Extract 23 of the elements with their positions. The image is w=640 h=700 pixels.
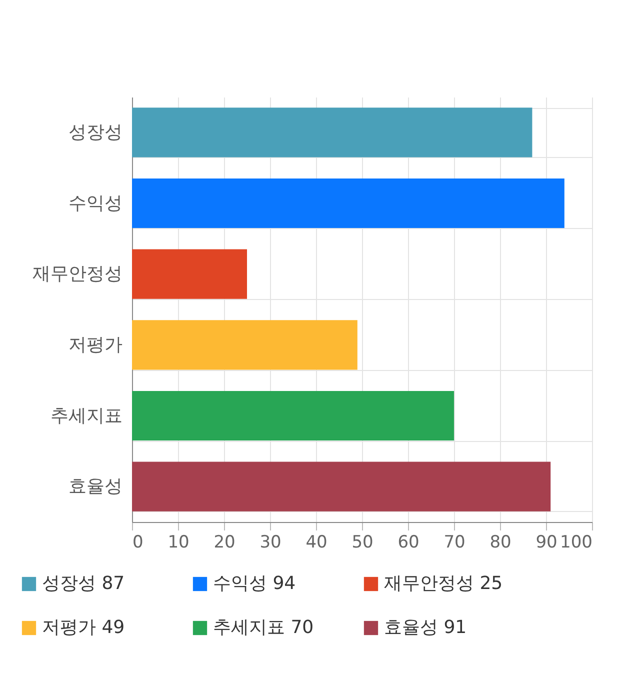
- x-tick-label: 90: [536, 532, 558, 552]
- x-tick-label: 0: [132, 532, 144, 552]
- x-tick-label: 10: [168, 532, 190, 552]
- legend-label: 효율성 91: [384, 617, 467, 638]
- y-tick-label: 저평가: [68, 334, 122, 356]
- x-tick-label: 100: [560, 532, 592, 552]
- legend-label: 수익성 94: [213, 573, 296, 594]
- x-tick-label: 30: [260, 532, 282, 552]
- x-tick-label: 80: [490, 532, 512, 552]
- x-tick-label: 70: [444, 532, 466, 552]
- x-tick-label: 20: [214, 532, 236, 552]
- y-tick-label: 추세지표: [50, 405, 122, 426]
- y-tick-label: 성장성: [68, 122, 122, 143]
- y-tick-label: 재무안정성: [32, 264, 122, 285]
- legend-label: 추세지표 70: [213, 617, 314, 638]
- y-tick-label: 수익성: [68, 192, 122, 214]
- x-tick-label: 50: [352, 532, 374, 552]
- legend-label: 저평가 49: [42, 617, 125, 638]
- y-tick-label: 효율성: [68, 476, 122, 498]
- x-tick-label: 60: [398, 532, 420, 552]
- x-tick-label: 40: [306, 532, 328, 552]
- legend-label: 성장성 87: [42, 573, 125, 594]
- legend-label: 재무안정성 25: [384, 573, 503, 594]
